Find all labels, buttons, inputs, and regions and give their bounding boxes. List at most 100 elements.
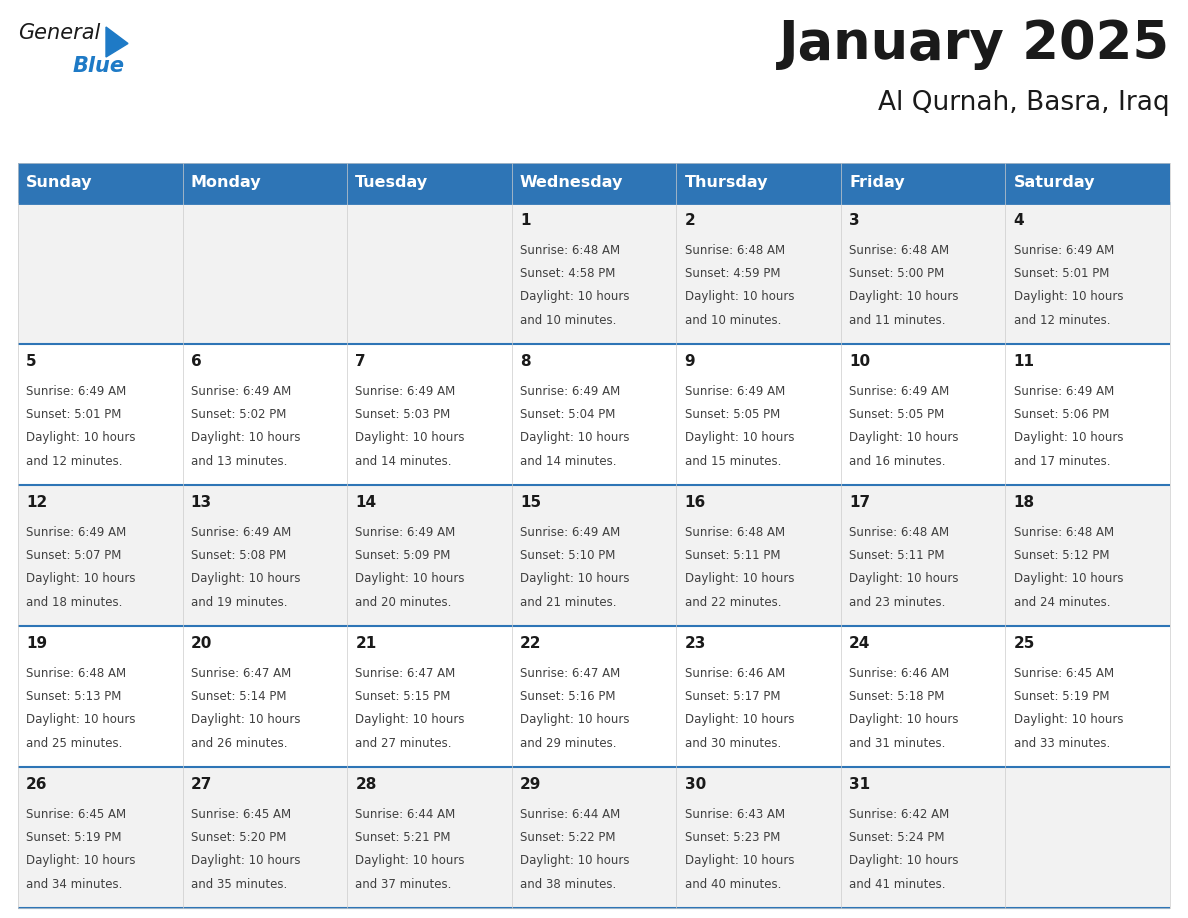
Text: 24: 24 <box>849 636 871 651</box>
Text: 13: 13 <box>191 495 211 509</box>
Text: January 2025: January 2025 <box>779 18 1170 70</box>
Text: Sunrise: 6:49 AM: Sunrise: 6:49 AM <box>355 385 456 397</box>
Bar <box>183 163 347 203</box>
Text: Blue: Blue <box>72 56 125 76</box>
Text: Sunrise: 6:47 AM: Sunrise: 6:47 AM <box>191 666 291 680</box>
Text: Sunrise: 6:48 AM: Sunrise: 6:48 AM <box>684 244 784 257</box>
Text: and 26 minutes.: and 26 minutes. <box>191 736 287 750</box>
Text: Sunrise: 6:45 AM: Sunrise: 6:45 AM <box>26 808 126 821</box>
Text: and 12 minutes.: and 12 minutes. <box>26 454 122 467</box>
Text: Daylight: 10 hours: Daylight: 10 hours <box>684 431 794 444</box>
Text: and 10 minutes.: and 10 minutes. <box>684 314 781 327</box>
Text: and 16 minutes.: and 16 minutes. <box>849 454 946 467</box>
Text: Sunset: 5:02 PM: Sunset: 5:02 PM <box>191 409 286 421</box>
Text: and 29 minutes.: and 29 minutes. <box>520 736 617 750</box>
Text: and 34 minutes.: and 34 minutes. <box>26 878 122 890</box>
Text: Daylight: 10 hours: Daylight: 10 hours <box>1013 290 1123 304</box>
Text: Sunset: 5:20 PM: Sunset: 5:20 PM <box>191 831 286 845</box>
Text: Daylight: 10 hours: Daylight: 10 hours <box>1013 573 1123 586</box>
Text: Daylight: 10 hours: Daylight: 10 hours <box>684 290 794 304</box>
Text: Daylight: 10 hours: Daylight: 10 hours <box>849 855 959 868</box>
Text: Daylight: 10 hours: Daylight: 10 hours <box>520 573 630 586</box>
Text: and 38 minutes.: and 38 minutes. <box>520 878 617 890</box>
Text: Sunset: 5:09 PM: Sunset: 5:09 PM <box>355 549 450 562</box>
Text: and 25 minutes.: and 25 minutes. <box>26 736 122 750</box>
Text: Sunrise: 6:49 AM: Sunrise: 6:49 AM <box>520 526 620 539</box>
Text: Daylight: 10 hours: Daylight: 10 hours <box>26 713 135 726</box>
Text: Sunset: 5:18 PM: Sunset: 5:18 PM <box>849 690 944 703</box>
Text: Sunset: 5:21 PM: Sunset: 5:21 PM <box>355 831 451 845</box>
Bar <box>18 767 1170 908</box>
Text: Monday: Monday <box>191 175 261 191</box>
Text: Sunrise: 6:43 AM: Sunrise: 6:43 AM <box>684 808 784 821</box>
Text: 9: 9 <box>684 353 695 369</box>
Text: and 31 minutes.: and 31 minutes. <box>849 736 946 750</box>
Text: Sunrise: 6:48 AM: Sunrise: 6:48 AM <box>1013 526 1114 539</box>
Text: Sunrise: 6:44 AM: Sunrise: 6:44 AM <box>355 808 456 821</box>
Text: Daylight: 10 hours: Daylight: 10 hours <box>849 713 959 726</box>
Text: 3: 3 <box>849 213 860 228</box>
Bar <box>347 163 512 203</box>
Text: 31: 31 <box>849 777 871 792</box>
Text: Sunset: 5:11 PM: Sunset: 5:11 PM <box>684 549 781 562</box>
Bar <box>18 163 183 203</box>
Text: 25: 25 <box>1013 636 1035 651</box>
Text: and 22 minutes.: and 22 minutes. <box>684 596 781 609</box>
Text: Sunrise: 6:49 AM: Sunrise: 6:49 AM <box>191 385 291 397</box>
Text: 29: 29 <box>520 777 542 792</box>
Text: Tuesday: Tuesday <box>355 175 429 191</box>
Text: Sunrise: 6:49 AM: Sunrise: 6:49 AM <box>1013 385 1114 397</box>
Text: 4: 4 <box>1013 213 1024 228</box>
Text: General: General <box>18 23 100 43</box>
Bar <box>18 344 1170 485</box>
Text: and 27 minutes.: and 27 minutes. <box>355 736 451 750</box>
Text: Sunset: 5:17 PM: Sunset: 5:17 PM <box>684 690 781 703</box>
Text: Sunset: 5:13 PM: Sunset: 5:13 PM <box>26 690 121 703</box>
Text: and 17 minutes.: and 17 minutes. <box>1013 454 1110 467</box>
Text: 23: 23 <box>684 636 706 651</box>
Text: Daylight: 10 hours: Daylight: 10 hours <box>520 431 630 444</box>
Text: Sunset: 5:16 PM: Sunset: 5:16 PM <box>520 690 615 703</box>
Text: Sunset: 5:15 PM: Sunset: 5:15 PM <box>355 690 450 703</box>
Text: Daylight: 10 hours: Daylight: 10 hours <box>520 713 630 726</box>
Text: Sunday: Sunday <box>26 175 93 191</box>
Text: Sunrise: 6:46 AM: Sunrise: 6:46 AM <box>849 666 949 680</box>
Text: and 21 minutes.: and 21 minutes. <box>520 596 617 609</box>
Text: Sunset: 5:19 PM: Sunset: 5:19 PM <box>26 831 121 845</box>
Text: Sunrise: 6:49 AM: Sunrise: 6:49 AM <box>191 526 291 539</box>
Text: Daylight: 10 hours: Daylight: 10 hours <box>26 431 135 444</box>
Text: Daylight: 10 hours: Daylight: 10 hours <box>355 573 465 586</box>
Text: Thursday: Thursday <box>684 175 767 191</box>
Text: Sunrise: 6:49 AM: Sunrise: 6:49 AM <box>26 385 126 397</box>
Text: 27: 27 <box>191 777 213 792</box>
Text: Sunrise: 6:46 AM: Sunrise: 6:46 AM <box>684 666 785 680</box>
Text: 15: 15 <box>520 495 541 509</box>
Bar <box>18 626 1170 767</box>
Text: Daylight: 10 hours: Daylight: 10 hours <box>191 855 301 868</box>
Text: Daylight: 10 hours: Daylight: 10 hours <box>26 855 135 868</box>
Text: 10: 10 <box>849 353 871 369</box>
Text: Daylight: 10 hours: Daylight: 10 hours <box>849 290 959 304</box>
Text: Saturday: Saturday <box>1013 175 1095 191</box>
Text: Sunset: 5:03 PM: Sunset: 5:03 PM <box>355 409 450 421</box>
Text: Sunrise: 6:47 AM: Sunrise: 6:47 AM <box>355 666 456 680</box>
Text: Daylight: 10 hours: Daylight: 10 hours <box>684 713 794 726</box>
Text: 16: 16 <box>684 495 706 509</box>
Text: and 20 minutes.: and 20 minutes. <box>355 596 451 609</box>
Text: 6: 6 <box>191 353 202 369</box>
Text: Sunset: 5:24 PM: Sunset: 5:24 PM <box>849 831 944 845</box>
Text: Sunrise: 6:49 AM: Sunrise: 6:49 AM <box>684 385 785 397</box>
Text: Sunset: 5:22 PM: Sunset: 5:22 PM <box>520 831 615 845</box>
Text: and 30 minutes.: and 30 minutes. <box>684 736 781 750</box>
Bar <box>676 163 841 203</box>
Bar <box>18 203 1170 344</box>
Text: Sunset: 5:23 PM: Sunset: 5:23 PM <box>684 831 779 845</box>
Text: 17: 17 <box>849 495 871 509</box>
Text: and 35 minutes.: and 35 minutes. <box>191 878 287 890</box>
Text: 28: 28 <box>355 777 377 792</box>
Text: Sunrise: 6:48 AM: Sunrise: 6:48 AM <box>849 244 949 257</box>
Text: Sunrise: 6:49 AM: Sunrise: 6:49 AM <box>520 385 620 397</box>
Text: Daylight: 10 hours: Daylight: 10 hours <box>684 855 794 868</box>
Text: 5: 5 <box>26 353 37 369</box>
Text: 26: 26 <box>26 777 48 792</box>
